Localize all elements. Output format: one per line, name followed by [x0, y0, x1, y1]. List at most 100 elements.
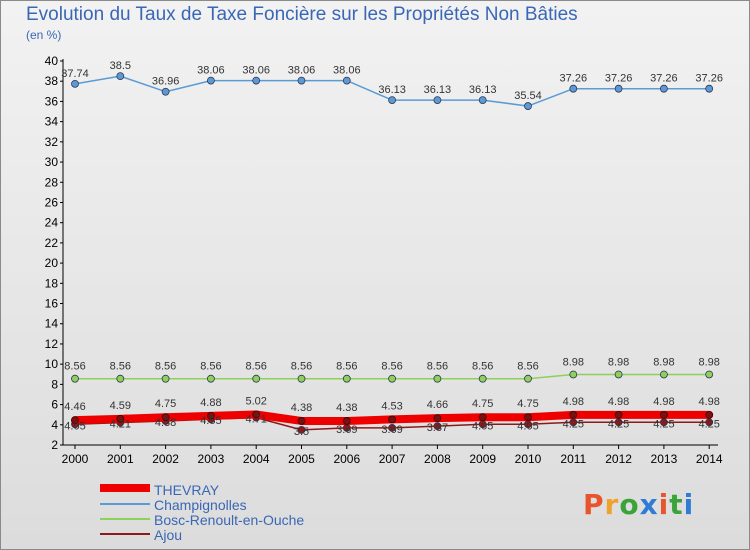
y-tick-label: 12: [45, 337, 59, 351]
data-label: 8.56: [336, 361, 357, 373]
data-point: [388, 424, 397, 432]
data-point: [660, 410, 668, 419]
data-label: 4.71: [245, 414, 266, 426]
data-label: 4.38: [291, 402, 312, 414]
data-point: [297, 76, 306, 85]
data-point: [206, 76, 215, 85]
data-point: [71, 416, 79, 425]
data-label: 3.5: [294, 426, 309, 438]
data-label: 4.88: [200, 397, 221, 409]
data-point: [433, 414, 442, 423]
data-point: [116, 414, 125, 423]
data-point: [297, 417, 306, 425]
data-point: [478, 413, 487, 422]
logo-letter: x: [639, 488, 659, 521]
x-tick-label: 2010: [515, 452, 542, 466]
data-label: 8.56: [155, 361, 176, 373]
data-label: 38.06: [197, 65, 225, 77]
x-tick-label: 2005: [288, 452, 315, 466]
x-tick-label: 2006: [333, 452, 360, 466]
data-label: 8.98: [698, 356, 719, 368]
data-label: 38.5: [110, 60, 131, 72]
y-tick-label: 16: [45, 297, 59, 311]
proxiti-logo: Proxiti: [583, 488, 694, 521]
data-label: 4.59: [110, 400, 131, 412]
x-tick-label: 2014: [696, 452, 723, 466]
x-tick-label: 2011: [560, 452, 586, 466]
data-label: 5.02: [245, 395, 266, 407]
data-point: [71, 79, 79, 88]
data-point: [705, 370, 714, 379]
data-point: [388, 374, 397, 383]
data-label: 8.56: [64, 361, 85, 373]
y-tick-label: 10: [45, 357, 59, 371]
data-point: [71, 374, 79, 383]
x-tick-label: 2002: [152, 452, 179, 466]
data-label: 8.56: [200, 361, 221, 373]
data-point: [252, 410, 261, 419]
x-tick-label: 2009: [469, 452, 496, 466]
data-point: [524, 102, 532, 110]
data-label: 8.56: [472, 361, 493, 373]
data-label: 3.69: [381, 424, 402, 436]
y-tick-label: 14: [45, 317, 59, 331]
data-label: 8.98: [608, 356, 629, 368]
legend-label-champignolles: Champignolles: [154, 497, 247, 513]
y-tick-label: 38: [45, 74, 59, 88]
data-label: 38.06: [288, 65, 316, 77]
data-label: 36.13: [378, 84, 406, 96]
data-point: [206, 411, 215, 420]
data-label: 4.46: [64, 401, 85, 413]
y-tick-label: 30: [45, 155, 59, 169]
data-label: 37.26: [695, 73, 723, 85]
data-label: 8.56: [517, 361, 538, 373]
x-tick-label: 2007: [379, 452, 406, 466]
x-tick-label: 2003: [198, 452, 225, 466]
data-point: [433, 96, 442, 105]
data-point: [614, 410, 623, 419]
data-point: [342, 374, 351, 383]
y-tick-label: 6: [51, 398, 58, 412]
data-point: [614, 370, 623, 379]
data-label: 8.56: [381, 361, 402, 373]
data-label: 8.56: [110, 361, 131, 373]
legend-swatch-ajou: [100, 533, 150, 535]
x-tick-label: 2012: [605, 452, 632, 466]
legend-swatch-bosc-renoult: [100, 518, 150, 520]
data-point: [569, 370, 578, 379]
data-point: [342, 417, 351, 425]
data-point: [660, 370, 668, 379]
data-point: [161, 413, 170, 422]
data-label: 35.54: [514, 90, 542, 102]
y-tick-label: 20: [45, 256, 59, 270]
data-label: 37.74: [61, 68, 89, 80]
data-label: 8.56: [245, 361, 266, 373]
logo-letter: t: [669, 488, 684, 521]
x-tick-label: 2000: [62, 452, 89, 466]
data-label: 4.21: [110, 419, 131, 431]
data-label: 4.55: [200, 415, 221, 427]
data-point: [478, 96, 487, 105]
data-label: 36.13: [469, 84, 497, 96]
data-point: [524, 374, 532, 383]
data-label: 4.98: [653, 396, 674, 408]
data-label: 4.98: [608, 396, 629, 408]
data-point: [252, 374, 261, 383]
data-point: [116, 374, 125, 383]
y-tick-label: 40: [45, 54, 59, 68]
data-label: 4.66: [427, 399, 448, 411]
data-label: 4.25: [698, 418, 719, 430]
data-label: 38.06: [242, 65, 270, 77]
x-tick-label: 2001: [107, 452, 134, 466]
chart-title: Evolution du Taux de Taxe Foncière sur l…: [26, 4, 578, 25]
data-point: [433, 374, 442, 383]
data-label: 4.75: [472, 398, 493, 410]
x-tick-label: 2013: [651, 452, 678, 466]
x-tick-label: 2008: [424, 452, 451, 466]
data-label: 37.26: [560, 73, 588, 85]
y-tick-label: 8: [51, 377, 58, 391]
data-label: 4.53: [381, 400, 402, 412]
legend-swatch-champignolles: [100, 503, 150, 505]
x-tick-label: 2004: [243, 452, 270, 466]
data-label: 4.05: [472, 420, 493, 432]
